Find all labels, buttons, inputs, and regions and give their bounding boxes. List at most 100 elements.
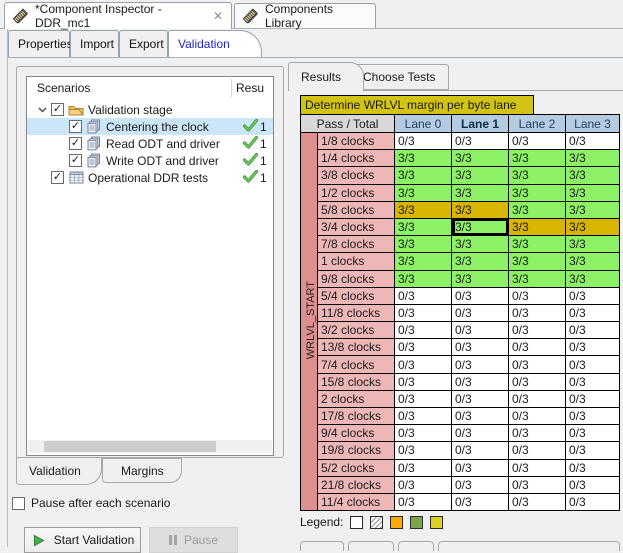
scenario-checkbox[interactable]: ✓ — [51, 103, 64, 116]
result-cell[interactable]: 0/3 — [508, 441, 566, 460]
result-cell[interactable]: 3/3 — [565, 217, 620, 237]
result-cell[interactable]: 3/3 — [565, 200, 620, 219]
result-cell[interactable]: 0/3 — [565, 338, 620, 357]
result-cell[interactable]: 0/3 — [565, 475, 620, 494]
result-cell[interactable]: 3/3 — [565, 252, 620, 271]
scrollbar-thumb[interactable] — [44, 441, 216, 452]
result-cell[interactable]: 0/3 — [508, 492, 566, 512]
result-cell[interactable]: 3/3 — [451, 235, 509, 254]
tree-item-operational-ddr-tests[interactable]: ✓ Operational DDR tests 1 — [27, 169, 273, 186]
result-cell-selected[interactable]: 3/3 — [451, 217, 509, 237]
result-cell[interactable]: 0/3 — [508, 303, 566, 323]
result-cell[interactable]: 3/3 — [394, 235, 452, 254]
result-cell[interactable]: 0/3 — [565, 321, 620, 340]
tree-item-validation-stage[interactable]: ✓ Validation stage — [27, 101, 273, 118]
result-cell[interactable]: 0/3 — [394, 475, 452, 494]
result-cell[interactable]: 3/3 — [565, 166, 620, 185]
result-cell[interactable]: 0/3 — [565, 389, 620, 409]
bottom-stub-tab[interactable] — [348, 541, 394, 551]
result-cell[interactable]: 3/3 — [508, 183, 566, 202]
result-cell[interactable]: 0/3 — [508, 389, 566, 409]
result-cell[interactable]: 3/3 — [394, 217, 452, 237]
result-cell[interactable]: 0/3 — [394, 441, 452, 460]
result-cell[interactable]: 0/3 — [394, 286, 452, 305]
result-cell[interactable]: 3/3 — [394, 269, 452, 288]
scenario-checkbox[interactable]: ✓ — [69, 120, 82, 133]
result-cell[interactable]: 0/3 — [394, 131, 452, 151]
result-cell[interactable]: 0/3 — [451, 338, 509, 357]
result-cell[interactable]: 0/3 — [451, 441, 509, 460]
result-cell[interactable]: 0/3 — [394, 355, 452, 374]
result-cell[interactable]: 0/3 — [451, 475, 509, 494]
tab-results[interactable]: Results — [288, 62, 365, 91]
result-cell[interactable]: 0/3 — [508, 475, 566, 494]
result-cell[interactable]: 3/3 — [565, 149, 620, 168]
result-cell[interactable]: 0/3 — [565, 372, 620, 391]
scroll-right-icon[interactable] — [258, 440, 272, 453]
result-cell[interactable]: 0/3 — [394, 424, 452, 443]
result-cell[interactable]: 3/3 — [508, 235, 566, 254]
result-cell[interactable]: 3/3 — [508, 252, 566, 271]
result-cell[interactable]: 3/3 — [508, 200, 566, 219]
result-cell[interactable]: 3/3 — [394, 252, 452, 271]
result-cell[interactable]: 3/3 — [565, 269, 620, 288]
result-cell[interactable]: 0/3 — [394, 338, 452, 357]
result-cell[interactable]: 0/3 — [508, 372, 566, 391]
result-cell[interactable]: 3/3 — [508, 149, 566, 168]
editor-tab-component-inspector[interactable]: *Component Inspector - DDR_mc1 ✕ — [4, 2, 232, 30]
result-cell[interactable]: 3/3 — [451, 149, 509, 168]
close-icon[interactable]: ✕ — [212, 9, 223, 23]
result-cell[interactable]: 0/3 — [451, 389, 509, 409]
result-cell[interactable]: 3/3 — [394, 200, 452, 219]
result-cell[interactable]: 3/3 — [565, 235, 620, 254]
result-cell[interactable]: 0/3 — [451, 492, 509, 512]
result-cell[interactable]: 0/3 — [394, 389, 452, 409]
tree-item-write-odt-and-driver[interactable]: ✓ Write ODT and driver 1 — [27, 152, 273, 169]
tab-export[interactable]: Export — [119, 30, 168, 57]
result-cell[interactable]: 0/3 — [508, 458, 566, 477]
result-cell[interactable]: 0/3 — [451, 321, 509, 340]
result-cell[interactable]: 0/3 — [565, 303, 620, 323]
result-cell[interactable]: 0/3 — [565, 131, 620, 151]
bottom-stub-tab[interactable] — [300, 541, 344, 551]
result-cell[interactable]: 0/3 — [508, 338, 566, 357]
result-cell[interactable]: 0/3 — [565, 458, 620, 477]
result-cell[interactable]: 0/3 — [508, 424, 566, 443]
chevron-down-icon[interactable] — [33, 106, 51, 113]
result-cell[interactable]: 3/3 — [394, 149, 452, 168]
tab-validation[interactable]: Validation — [168, 30, 262, 57]
result-cell[interactable]: 0/3 — [451, 458, 509, 477]
scenario-checkbox[interactable]: ✓ — [69, 137, 82, 150]
tab-validation-bottom[interactable]: Validation — [16, 458, 102, 485]
scenario-checkbox[interactable]: ✓ — [69, 154, 82, 167]
result-cell[interactable]: 3/3 — [508, 269, 566, 288]
tab-import[interactable]: Import — [70, 30, 119, 57]
tab-margins-bottom[interactable]: Margins — [102, 458, 182, 483]
start-validation-button[interactable]: Start Validation — [24, 527, 141, 553]
result-cell[interactable]: 0/3 — [565, 355, 620, 374]
result-cell[interactable]: 3/3 — [451, 252, 509, 271]
result-cell[interactable]: 0/3 — [565, 441, 620, 460]
pause-after-checkbox[interactable] — [12, 496, 25, 510]
result-cell[interactable]: 3/3 — [565, 183, 620, 202]
tree-item-read-odt-and-driver[interactable]: ✓ Read ODT and driver 1 — [27, 135, 273, 152]
result-cell[interactable]: 0/3 — [451, 355, 509, 374]
result-cell[interactable]: 0/3 — [508, 286, 566, 305]
result-cell[interactable]: 0/3 — [394, 372, 452, 391]
result-cell[interactable]: 0/3 — [451, 286, 509, 305]
tab-choose-tests[interactable]: Choose Tests — [350, 64, 449, 90]
result-cell[interactable]: 0/3 — [394, 406, 452, 426]
result-cell[interactable]: 0/3 — [394, 492, 452, 512]
result-cell[interactable]: 0/3 — [565, 424, 620, 443]
result-cell[interactable]: 0/3 — [565, 406, 620, 426]
result-cell[interactable]: 0/3 — [394, 321, 452, 340]
bottom-stub-tab[interactable] — [398, 541, 434, 551]
tree-item-centering-the-clock[interactable]: ✓ Centering the clock 1 — [27, 118, 273, 135]
result-cell[interactable]: 3/3 — [451, 269, 509, 288]
result-cell[interactable]: 0/3 — [565, 492, 620, 512]
result-cell[interactable]: 0/3 — [508, 406, 566, 426]
editor-tab-components-library[interactable]: Components Library — [234, 2, 376, 30]
result-cell[interactable]: 3/3 — [394, 183, 452, 202]
result-cell[interactable]: 3/3 — [451, 166, 509, 185]
scroll-left-icon[interactable] — [28, 440, 42, 453]
